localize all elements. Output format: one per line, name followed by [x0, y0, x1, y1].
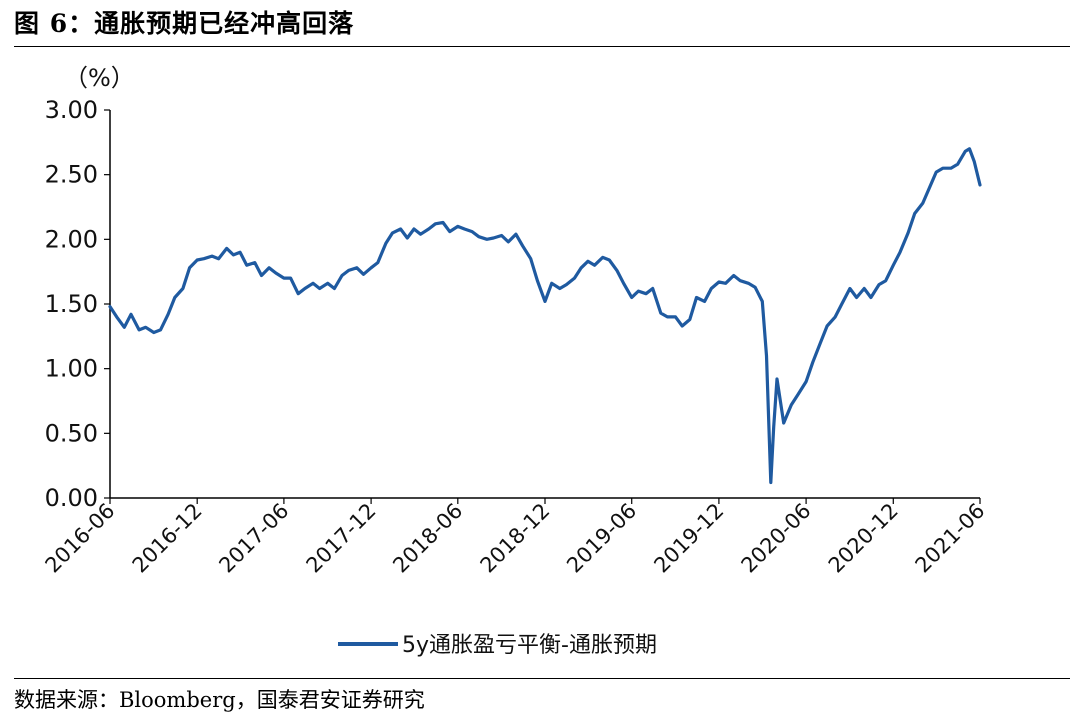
x-tick-label: 2019-12	[649, 499, 728, 578]
source-note: 数据来源：Bloomberg，国泰君安证券研究	[14, 688, 425, 712]
x-tick-label: 2017-06	[214, 499, 293, 578]
x-tick-label: 2019-06	[562, 499, 641, 578]
x-tick-label: 2017-12	[302, 499, 381, 578]
y-tick-label: 3.00	[45, 96, 98, 124]
y-tick-label: 0.00	[45, 484, 98, 512]
y-tick-label: 1.00	[45, 355, 98, 383]
footer-divider	[14, 678, 1070, 679]
title-divider	[14, 46, 1070, 47]
plot-area	[108, 147, 982, 485]
figure-title: 图 6：通胀预期已经冲高回落	[14, 9, 355, 38]
x-tick-label: 2016-12	[128, 499, 207, 578]
y-tick-label: 2.50	[45, 161, 98, 189]
y-tick-label: 0.50	[45, 419, 98, 447]
x-tick-label: 2020-12	[824, 499, 903, 578]
series-line	[108, 147, 982, 485]
x-tick-label: 2020-06	[737, 499, 816, 578]
y-tick-label: 2.00	[45, 225, 98, 253]
y-axis-unit-label: （%）	[64, 64, 135, 92]
x-tick-label: 2018-06	[388, 499, 467, 578]
chart-legend: 5y通胀盈亏平衡-通胀预期	[338, 633, 657, 658]
y-tick-label: 1.50	[45, 290, 98, 318]
x-tick-label: 2021-06	[911, 499, 990, 578]
legend-label: 5y通胀盈亏平衡-通胀预期	[402, 633, 657, 658]
x-tick-label: 2018-12	[476, 499, 555, 578]
